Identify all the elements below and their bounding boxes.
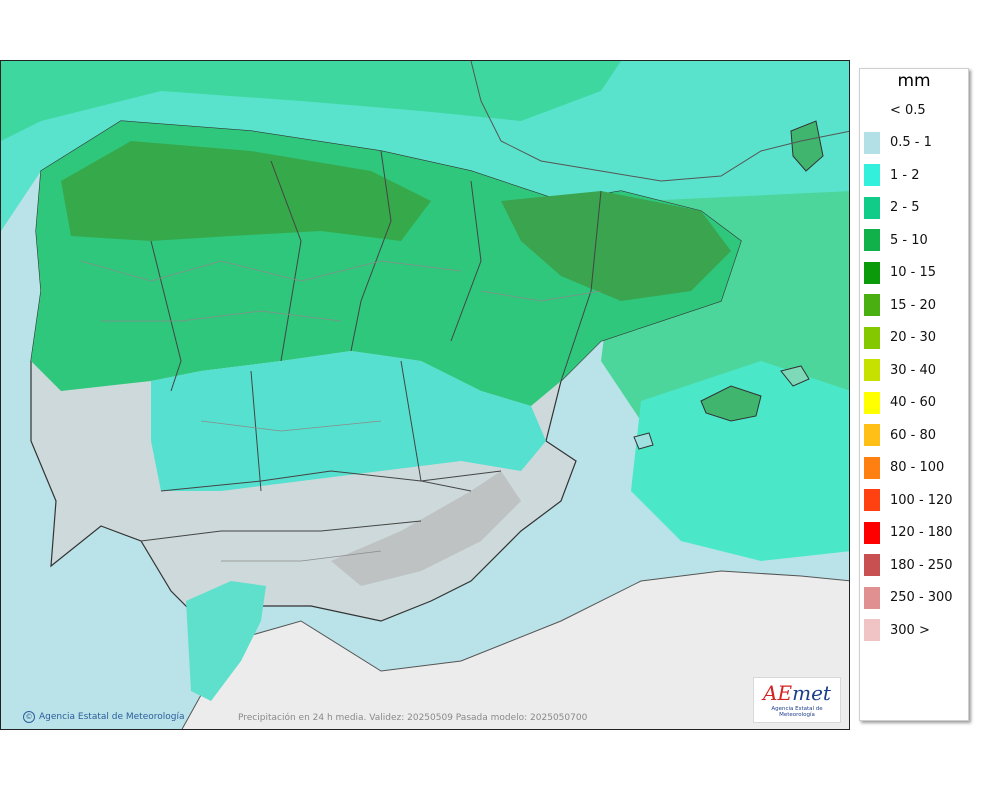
legend-swatch — [864, 586, 880, 609]
province-borders — [80, 260, 602, 562]
precip-zone-1-2-east — [631, 361, 849, 561]
legend-label: 5 - 10 — [890, 232, 928, 248]
legend-unit: mm — [897, 71, 931, 91]
credit-text: Agencia Estatal de Meteorología — [39, 712, 185, 722]
legend-swatch — [864, 619, 880, 641]
legend-entry: 250 - 300 — [864, 586, 953, 609]
legend-entry: 15 - 20 — [864, 294, 936, 316]
aemet-logo: AEmet Agencia Estatal de Meteorología — [753, 677, 841, 723]
legend-entry: 20 - 30 — [864, 326, 937, 349]
legend-entry: 30 - 40 — [864, 359, 936, 381]
logo-letter-e: E — [777, 681, 793, 705]
legend-swatch — [864, 489, 880, 511]
legend-entry: 80 - 100 — [864, 456, 945, 479]
legend-swatch — [864, 229, 880, 251]
mallorca — [700, 385, 762, 422]
legend-label: 40 - 60 — [890, 395, 937, 410]
legend-swatch — [864, 294, 880, 316]
precipitation-map[interactable]: © Agencia Estatal de Meteorología Precip… — [0, 60, 850, 730]
legend-label: 0.5 - 1 — [890, 135, 932, 150]
precip-zone-1-2-central — [151, 351, 546, 491]
legend-entry: 120 - 180 — [864, 521, 953, 544]
ibiza — [633, 432, 654, 450]
legend-entry: 60 - 80 — [864, 424, 936, 446]
legend-label: 180 - 250 — [890, 557, 953, 573]
legend-swatch — [864, 326, 880, 349]
legend-label: 120 - 180 — [890, 525, 953, 540]
legend-entry: 1 - 2 — [864, 164, 920, 186]
legend-swatch — [864, 359, 880, 381]
legend-entry: 5 - 10 — [864, 229, 928, 251]
legend-label: 300 > — [890, 622, 930, 638]
validity-caption: Precipitación en 24 h media. Validez: 20… — [238, 713, 588, 723]
legend-swatch — [864, 521, 880, 544]
legend-swatch — [864, 424, 880, 446]
legend-swatch — [864, 261, 880, 284]
legend-swatch — [864, 99, 880, 121]
precip-zone-1-2 — [1, 61, 849, 391]
legend-label: 1 - 2 — [890, 167, 920, 183]
aemet-credit[interactable]: © Agencia Estatal de Meteorología — [23, 711, 185, 723]
legend-entry: < 0.5 — [864, 99, 926, 121]
legend-label: 60 - 80 — [890, 427, 937, 443]
legend-swatch — [864, 456, 880, 479]
region-borders — [140, 150, 602, 542]
legend-swatch — [864, 196, 880, 219]
legend-entry: 2 - 5 — [864, 196, 920, 219]
menorca — [780, 365, 810, 387]
legend-entry: 40 - 60 — [864, 391, 937, 414]
legend-entry: 180 - 250 — [864, 554, 953, 576]
island-north-east — [790, 120, 824, 172]
legend-label: 80 - 100 — [890, 460, 945, 475]
legend-label: 15 - 20 — [890, 297, 937, 313]
legend-label: 20 - 30 — [890, 330, 937, 345]
logo-word-met: met — [792, 681, 831, 705]
precipitation-legend: mm < 0.5 0.5 - 1 1 - 2 2 - 5 5 - 10 10 - 15 15… — [859, 68, 969, 721]
north-africa-land — [182, 571, 849, 729]
north-africa-coast — [181, 570, 849, 729]
legend-swatch — [864, 391, 880, 414]
legend-label: 2 - 5 — [890, 200, 920, 215]
relief-sierra-nevada — [331, 471, 521, 586]
legend-entry: 300 > — [864, 619, 930, 641]
copyright-icon: © — [23, 711, 35, 723]
legend-entry: 10 - 15 — [864, 261, 937, 284]
legend-swatch — [864, 131, 880, 154]
precip-zone-10-15-pyrenees — [501, 191, 731, 301]
logo-letter-a: A — [763, 681, 778, 705]
legend-label: < 0.5 — [890, 102, 926, 118]
france-coast — [470, 61, 849, 182]
legend-label: 250 - 300 — [890, 590, 953, 605]
legend-label: 30 - 40 — [890, 362, 937, 378]
legend-label: 10 - 15 — [890, 265, 937, 280]
legend-label: 100 - 120 — [890, 492, 953, 508]
legend-entry: 100 - 120 — [864, 489, 953, 511]
precip-zone-strait — [186, 581, 266, 701]
map-canvas — [1, 61, 849, 729]
legend-swatch — [864, 164, 880, 186]
legend-swatch — [864, 554, 880, 576]
precip-zone-10-15-northwest — [61, 141, 431, 241]
legend-entry: 0.5 - 1 — [864, 131, 932, 154]
logo-subtitle: Agencia Estatal de Meteorología — [771, 706, 823, 718]
precip-zone-2-5-north — [1, 61, 621, 141]
